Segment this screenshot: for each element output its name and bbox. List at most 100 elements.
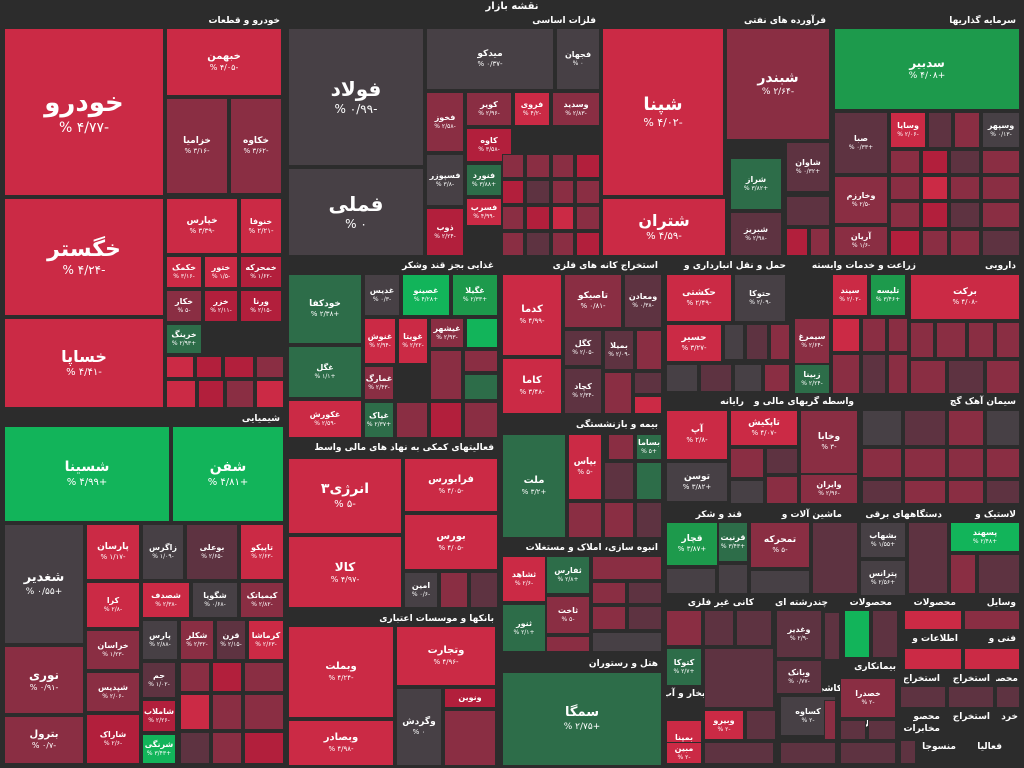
symbol-tile[interactable]: پترانس +۲/۵۶ % (860, 560, 906, 596)
symbol-tile-small[interactable] (922, 230, 948, 256)
symbol-tile-small[interactable] (872, 610, 898, 658)
symbol-tile-small[interactable] (734, 364, 762, 392)
symbol-tile[interactable]: خبهمن -۴/۰۵ % (166, 28, 282, 96)
symbol-tile[interactable]: میدکو -۰/۳۷ % (426, 28, 554, 90)
symbol-tile[interactable]: پارس -۲/۸۸ % (142, 620, 178, 660)
symbol-tile[interactable]: وبانک -۰/۷۷ % (776, 660, 822, 694)
symbol-tile-small[interactable] (786, 228, 808, 256)
symbol-tile-small[interactable] (948, 480, 984, 504)
symbol-tile[interactable]: شصدف -۲/۳۸ % (142, 582, 190, 618)
symbol-tile-small[interactable] (256, 380, 284, 408)
symbol-tile-small[interactable] (552, 206, 574, 230)
symbol-tile[interactable]: وایران -۲/۹۶ % (800, 474, 858, 504)
symbol-tile-small[interactable] (862, 410, 902, 446)
symbol-tile-small[interactable] (922, 202, 948, 228)
symbol-tile[interactable]: صبا +۰/۳۳ % (834, 112, 888, 174)
symbol-tile-small[interactable] (890, 202, 920, 228)
symbol-tile-small[interactable] (502, 232, 524, 256)
symbol-tile[interactable]: زاگرس -۱/۰۹ % (142, 524, 184, 580)
symbol-tile[interactable]: بپاس -۵ % (568, 434, 602, 500)
symbol-tile-small[interactable] (576, 232, 600, 256)
symbol-tile-small[interactable] (750, 570, 810, 594)
symbol-tile-small[interactable] (180, 694, 210, 730)
symbol-tile-small[interactable] (996, 686, 1020, 708)
symbol-tile-small[interactable] (466, 318, 498, 348)
symbol-tile-small[interactable] (666, 610, 702, 646)
symbol-tile[interactable]: وسایا -۲/۰۶ % (890, 112, 926, 148)
symbol-tile[interactable]: غصینو +۴/۲۸ % (402, 274, 450, 316)
symbol-tile[interactable]: فرابورس -۴/۰۵ % (404, 458, 498, 512)
symbol-tile-small[interactable] (904, 410, 946, 446)
symbol-tile-small[interactable] (502, 206, 524, 230)
symbol-tile[interactable]: قرنیت +۳/۴۳ % (718, 522, 748, 562)
symbol-tile[interactable]: شتران -۴/۵۹ % (602, 198, 726, 256)
symbol-tile-small[interactable] (636, 502, 662, 538)
symbol-tile-small[interactable] (862, 480, 902, 504)
symbol-tile[interactable]: کگل -۲/۰۵ % (564, 330, 602, 366)
symbol-tile[interactable]: خگستر -۴/۲۴ % (4, 198, 164, 316)
symbol-tile[interactable]: ختور -۱/۵ % (204, 256, 238, 288)
symbol-tile-small[interactable] (736, 610, 772, 646)
symbol-tile[interactable]: خزر -۲/۱۱ % (204, 290, 238, 322)
symbol-tile-small[interactable] (576, 180, 600, 204)
symbol-tile[interactable]: ذوب -۲/۲۴ % (426, 208, 464, 256)
symbol-tile-small[interactable] (576, 206, 600, 230)
symbol-tile-small[interactable] (950, 230, 980, 256)
symbol-tile[interactable]: خصدرا -۲ % (840, 678, 896, 718)
symbol-tile-small[interactable] (546, 636, 590, 652)
symbol-tile-small[interactable] (440, 572, 468, 608)
symbol-tile[interactable]: فسپوزر -۳/۸ % (426, 154, 464, 206)
symbol-tile[interactable]: وخارزم -۲/۵ % (834, 176, 888, 224)
symbol-tile-small[interactable] (764, 364, 790, 392)
symbol-tile-small[interactable] (552, 154, 574, 178)
symbol-tile-small[interactable] (704, 610, 734, 646)
symbol-tile[interactable]: فروی -۴/۲ % (514, 92, 550, 126)
symbol-tile-small[interactable] (904, 448, 946, 478)
symbol-tile-small[interactable] (950, 554, 976, 594)
symbol-tile[interactable]: انرژی۳ -۵ % (288, 458, 402, 534)
symbol-tile-small[interactable] (430, 350, 462, 400)
symbol-tile[interactable]: غیشهر -۲/۹۳ % (430, 318, 464, 348)
symbol-tile[interactable]: خرینگ +۲/۹۳ % (166, 324, 202, 354)
symbol-tile-small[interactable] (746, 710, 776, 740)
symbol-tile-small[interactable] (180, 732, 210, 764)
symbol-tile-small[interactable] (604, 462, 634, 500)
symbol-tile[interactable]: غپاک +۲/۳۷ % (364, 402, 394, 438)
symbol-tile-small[interactable] (904, 480, 946, 504)
symbol-tile[interactable]: تاپکیش -۴/۰۷ % (730, 410, 798, 446)
symbol-tile[interactable]: وغدیر -۲/۹ % (776, 610, 822, 658)
symbol-tile[interactable]: شپدیس -۲/۰۶ % (86, 672, 140, 712)
symbol-tile[interactable]: غمارگ -۲/۴۳ % (364, 366, 394, 400)
symbol-tile-small[interactable] (244, 662, 284, 692)
symbol-tile-small[interactable] (950, 202, 980, 228)
symbol-tile-small[interactable] (766, 476, 798, 504)
symbol-tile-small[interactable] (526, 232, 550, 256)
symbol-tile-small[interactable] (908, 522, 948, 594)
symbol-tile-small[interactable] (936, 322, 966, 358)
symbol-tile[interactable]: ونوین (444, 688, 496, 708)
symbol-tile[interactable]: آریان -۱/۶ % (834, 226, 888, 256)
symbol-tile-small[interactable] (812, 522, 858, 594)
symbol-tile-small[interactable] (226, 380, 254, 408)
symbol-tile[interactable]: بوعلی -۲/۶۵ % (186, 524, 238, 580)
symbol-tile-small[interactable] (862, 448, 902, 478)
symbol-tile[interactable]: تمحرکه -۵ % (750, 522, 810, 568)
symbol-tile[interactable]: وگردش ۰ % (396, 688, 442, 766)
symbol-tile[interactable]: غنوش -۲/۹۴ % (364, 318, 396, 364)
symbol-tile-small[interactable] (890, 176, 920, 200)
symbol-tile[interactable]: حتوکا -۲/۰۹ % (734, 274, 786, 322)
symbol-tile-small[interactable] (704, 742, 774, 764)
symbol-tile[interactable]: فخوز -۲/۵۸ % (426, 92, 464, 152)
symbol-tile-small[interactable] (464, 374, 498, 400)
symbol-tile-small[interactable] (430, 402, 462, 438)
symbol-tile[interactable]: کیمیاتک -۲/۸۲ % (240, 582, 284, 618)
symbol-tile-small[interactable] (666, 364, 698, 392)
symbol-tile[interactable]: ملت +۳/۲ % (502, 434, 566, 538)
symbol-tile-small[interactable] (718, 564, 748, 594)
symbol-tile[interactable]: بترول -۰/۷ % (4, 716, 84, 764)
symbol-tile-small[interactable] (198, 380, 224, 408)
symbol-tile[interactable]: سدبیر +۴/۰۸ % (834, 28, 1020, 110)
symbol-tile[interactable]: زبینا -۲/۲۴ % (794, 364, 830, 394)
symbol-tile-small[interactable] (166, 356, 194, 378)
symbol-tile-small[interactable] (244, 732, 284, 764)
